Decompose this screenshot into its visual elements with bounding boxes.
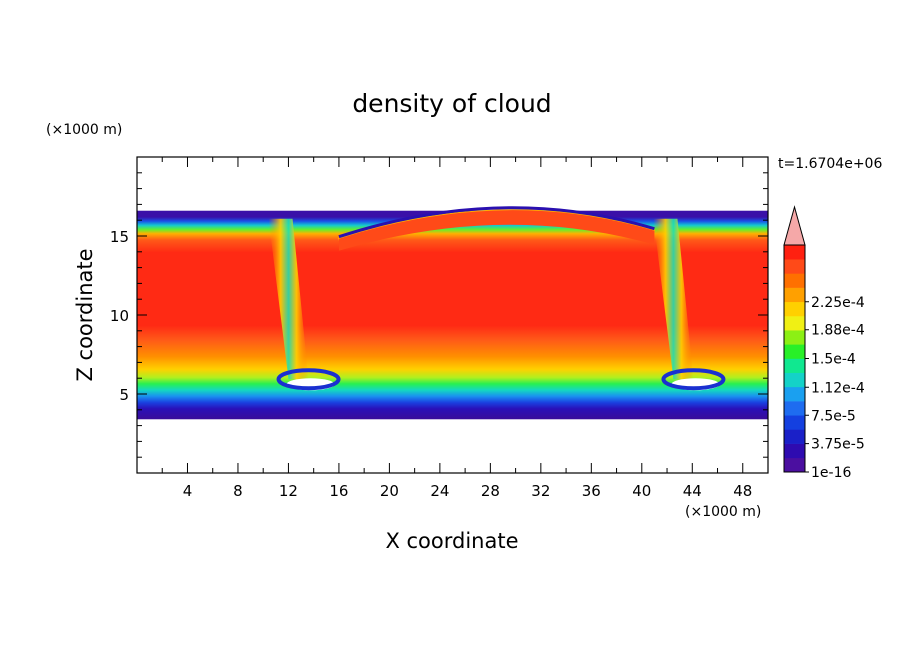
x-tick-label: 16 [329, 482, 348, 500]
colorbar-label: 1e-16 [811, 465, 851, 481]
x-tick-label: 12 [279, 482, 298, 500]
x-tick-label: 32 [531, 482, 550, 500]
colorbar-swatch [784, 415, 805, 430]
colorbar-swatch [784, 301, 805, 317]
pocket-edge-1 [276, 368, 341, 391]
colorbar-label: 3.75e-5 [811, 437, 865, 453]
y-tick-label: 5 [119, 386, 129, 404]
y-tick-label: 10 [110, 307, 129, 325]
x-axis-label: X coordinate [385, 529, 518, 553]
x-tick-label: 8 [233, 482, 243, 500]
y-axis-label: Z coordinate [73, 248, 97, 381]
x-tick-label: 28 [481, 482, 500, 500]
colorbar-swatch [784, 344, 805, 359]
pocket-edge-2 [661, 368, 726, 391]
colorbar-label: 2.25e-4 [811, 295, 865, 311]
colorbar-swatch [784, 429, 805, 444]
colorbar-swatch [784, 443, 805, 459]
colorbar: 2.25e-4 1.88e-4 1.5e-4 1.12e-4 7.5e-5 3.75e-5… [783, 205, 865, 481]
colorbar-label: 1.5e-4 [811, 352, 856, 368]
colorbar-label: 7.5e-5 [811, 408, 856, 424]
colorbar-swatch [784, 330, 805, 345]
y-tick-label: 15 [110, 228, 129, 246]
colorbar-swatch [784, 386, 805, 402]
chart-title: density of cloud [352, 89, 551, 118]
x-unit-label: (×1000 m) [685, 504, 761, 520]
colorbar-swatch [784, 273, 805, 288]
x-tick-label: 44 [683, 482, 702, 500]
colorbar-swatch [784, 287, 805, 303]
colorbar-label: 1.12e-4 [811, 380, 865, 396]
colorbar-swatch [784, 401, 805, 416]
x-tick-label: 48 [733, 482, 752, 500]
colorbar-label: 1.88e-4 [811, 323, 865, 339]
colorbar-swatch [784, 315, 805, 331]
dome-body [338, 210, 655, 251]
colorbar-swatch [784, 259, 805, 274]
colorbar-extend-arrow [783, 205, 806, 246]
time-label: t=1.6704e+06 [778, 156, 882, 172]
x-tick-label: 36 [582, 482, 601, 500]
cloud-density-field [137, 206, 768, 420]
x-tick-label: 4 [183, 482, 193, 500]
colorbar-swatch [784, 245, 805, 260]
downdraft-plume-1 [268, 218, 309, 380]
dome-edge-top [338, 206, 655, 239]
colorbar-swatch [784, 372, 805, 388]
downdraft-plume-2 [653, 218, 694, 380]
y-unit-label: (×1000 m) [46, 122, 122, 138]
x-tick-label: 40 [632, 482, 651, 500]
colorbar-swatch [784, 358, 805, 373]
x-tick-label: 20 [380, 482, 399, 500]
colorbar-swatch [784, 457, 805, 473]
x-tick-label: 24 [430, 482, 449, 500]
